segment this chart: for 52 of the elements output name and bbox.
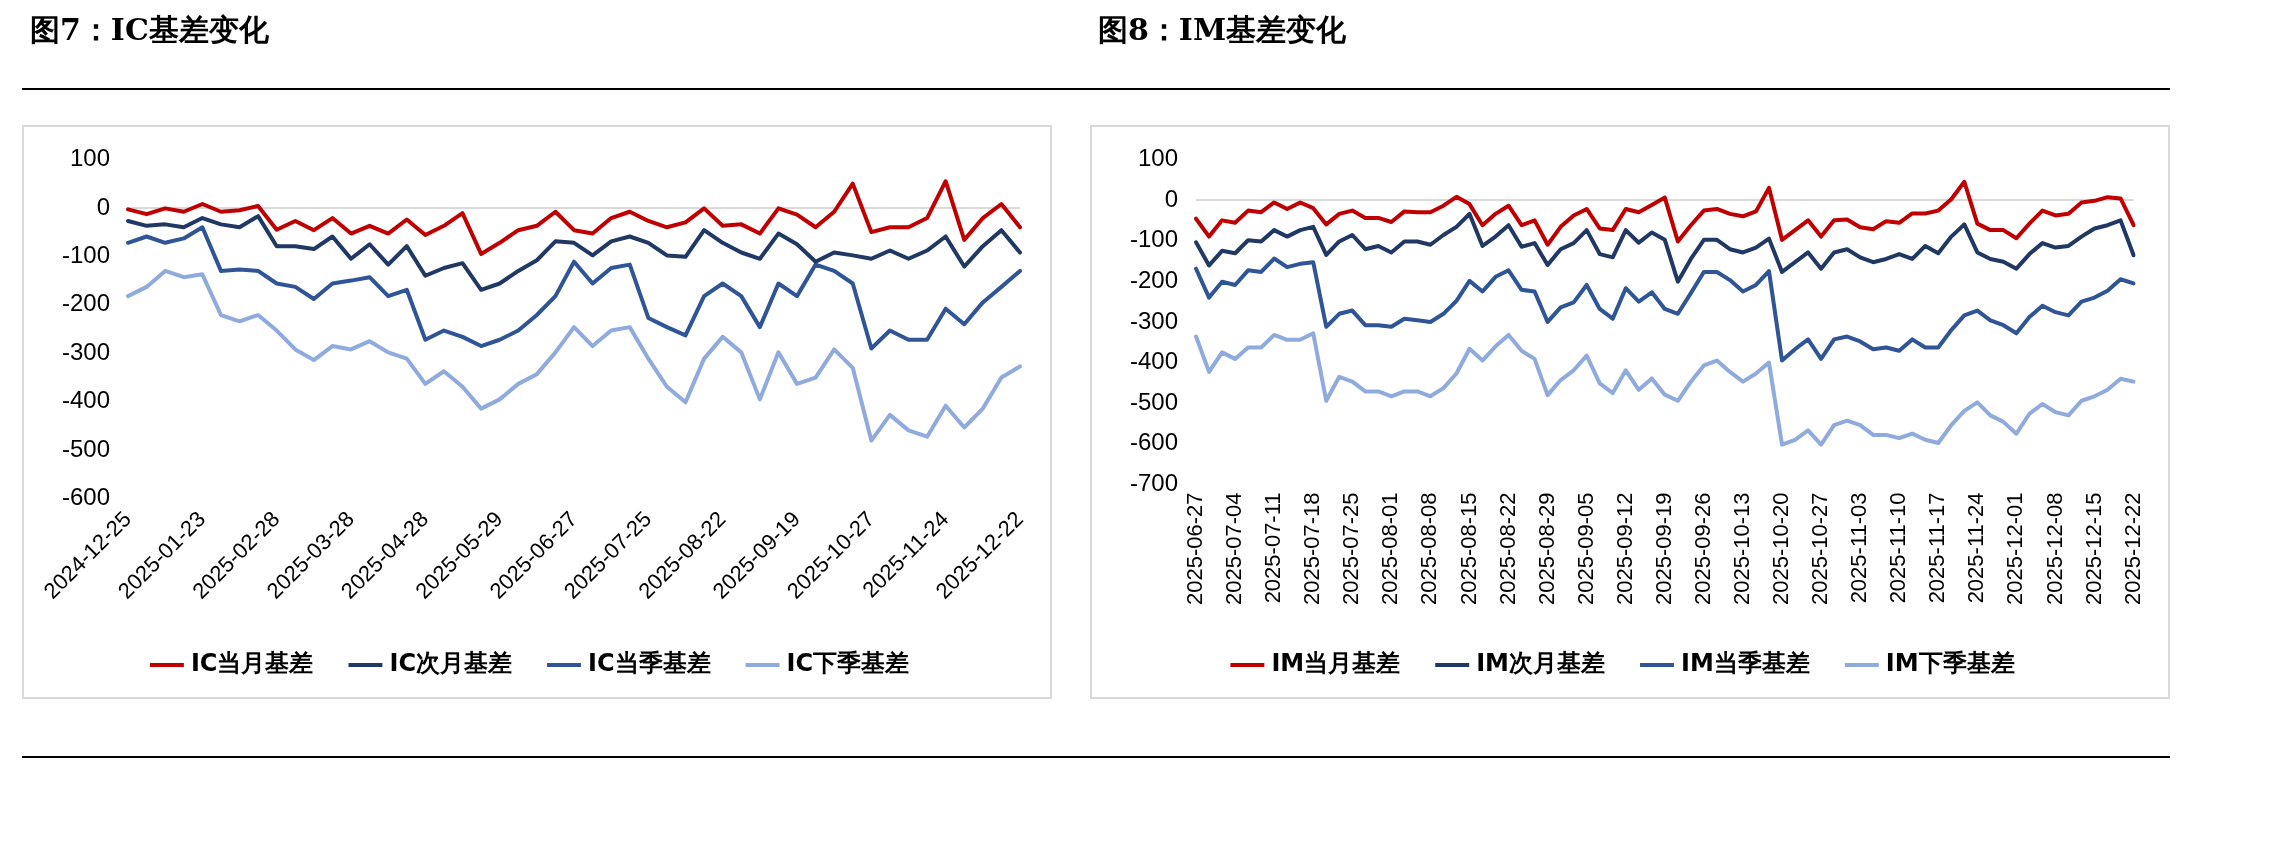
x-tick-label: 2025-12-22 <box>2119 492 2145 606</box>
y-tick-label: -300 <box>61 337 111 365</box>
x-tick-label: 2025-07-11 <box>1260 492 1286 604</box>
legend-label: IM次月基差 <box>1476 649 1605 678</box>
legend-label: IC当季基差 <box>588 649 711 678</box>
x-tick-label: 2025-10-20 <box>1768 492 1794 606</box>
x-tick-label: 2025-08-08 <box>1416 492 1442 606</box>
y-tick-label: -400 <box>1129 347 1179 375</box>
y-tick-label: -300 <box>1129 306 1179 334</box>
legend-label: IC次月基差 <box>389 649 512 678</box>
x-tick-label: 2025-07-18 <box>1299 492 1325 606</box>
x-tick-label: 2025-09-26 <box>1689 492 1715 606</box>
x-tick-label: 2025-08-01 <box>1377 492 1403 606</box>
x-tick-label: 2025-06-27 <box>1182 492 1208 606</box>
x-tick-label: 2025-11-17 <box>1924 492 1950 604</box>
x-tick-label: 2025-09-05 <box>1572 492 1598 606</box>
y-tick-label: -400 <box>61 386 111 414</box>
y-tick-label: 100 <box>1137 144 1179 172</box>
x-tick-label: 2025-08-15 <box>1455 492 1481 606</box>
x-tick-label: 2025-10-13 <box>1729 492 1755 606</box>
x-tick-label: 2025-11-03 <box>1846 492 1872 604</box>
x-tick-label: 2025-12-01 <box>2002 492 2028 606</box>
legend-label: IC当月基差 <box>190 649 314 678</box>
legend-label: IC下季基差 <box>786 649 910 678</box>
y-tick-label: -600 <box>61 483 111 511</box>
y-tick-label: 0 <box>96 192 111 220</box>
y-tick-label: -600 <box>1129 428 1179 456</box>
x-tick-label: 2025-09-12 <box>1611 492 1637 606</box>
x-tick-label: 2025-11-24 <box>1963 492 1989 604</box>
y-tick-label: 0 <box>1164 184 1179 212</box>
y-tick-label: -100 <box>1129 225 1179 253</box>
x-tick-label: 2025-10-27 <box>1807 492 1833 606</box>
chart-title: 图8：IM基差变化 <box>1098 11 1347 49</box>
y-tick-label: -700 <box>1129 469 1179 497</box>
legend-label: IM当季基差 <box>1681 649 1810 678</box>
x-tick-label: 2025-08-22 <box>1494 492 1520 606</box>
x-tick-label: 2025-08-29 <box>1533 492 1559 606</box>
y-tick-label: -100 <box>61 240 111 268</box>
y-tick-label: -200 <box>61 289 111 317</box>
x-tick-label: 2025-09-19 <box>1650 492 1676 606</box>
x-tick-label: 2025-12-15 <box>2080 492 2106 606</box>
legend-label: IM下季基差 <box>1885 649 2015 678</box>
chart-title: 图7：IC基差变化 <box>30 11 269 49</box>
x-tick-label: 2025-07-25 <box>1338 492 1364 606</box>
x-tick-label: 2025-11-10 <box>1885 492 1911 604</box>
y-tick-label: -500 <box>61 434 111 462</box>
x-tick-label: 2025-12-08 <box>2041 492 2067 606</box>
y-tick-label: -200 <box>1129 265 1179 293</box>
x-tick-label: 2025-07-04 <box>1221 492 1247 606</box>
y-tick-label: 100 <box>69 144 111 172</box>
y-tick-label: -500 <box>1129 387 1179 415</box>
legend-label: IM当月基差 <box>1271 649 1401 678</box>
